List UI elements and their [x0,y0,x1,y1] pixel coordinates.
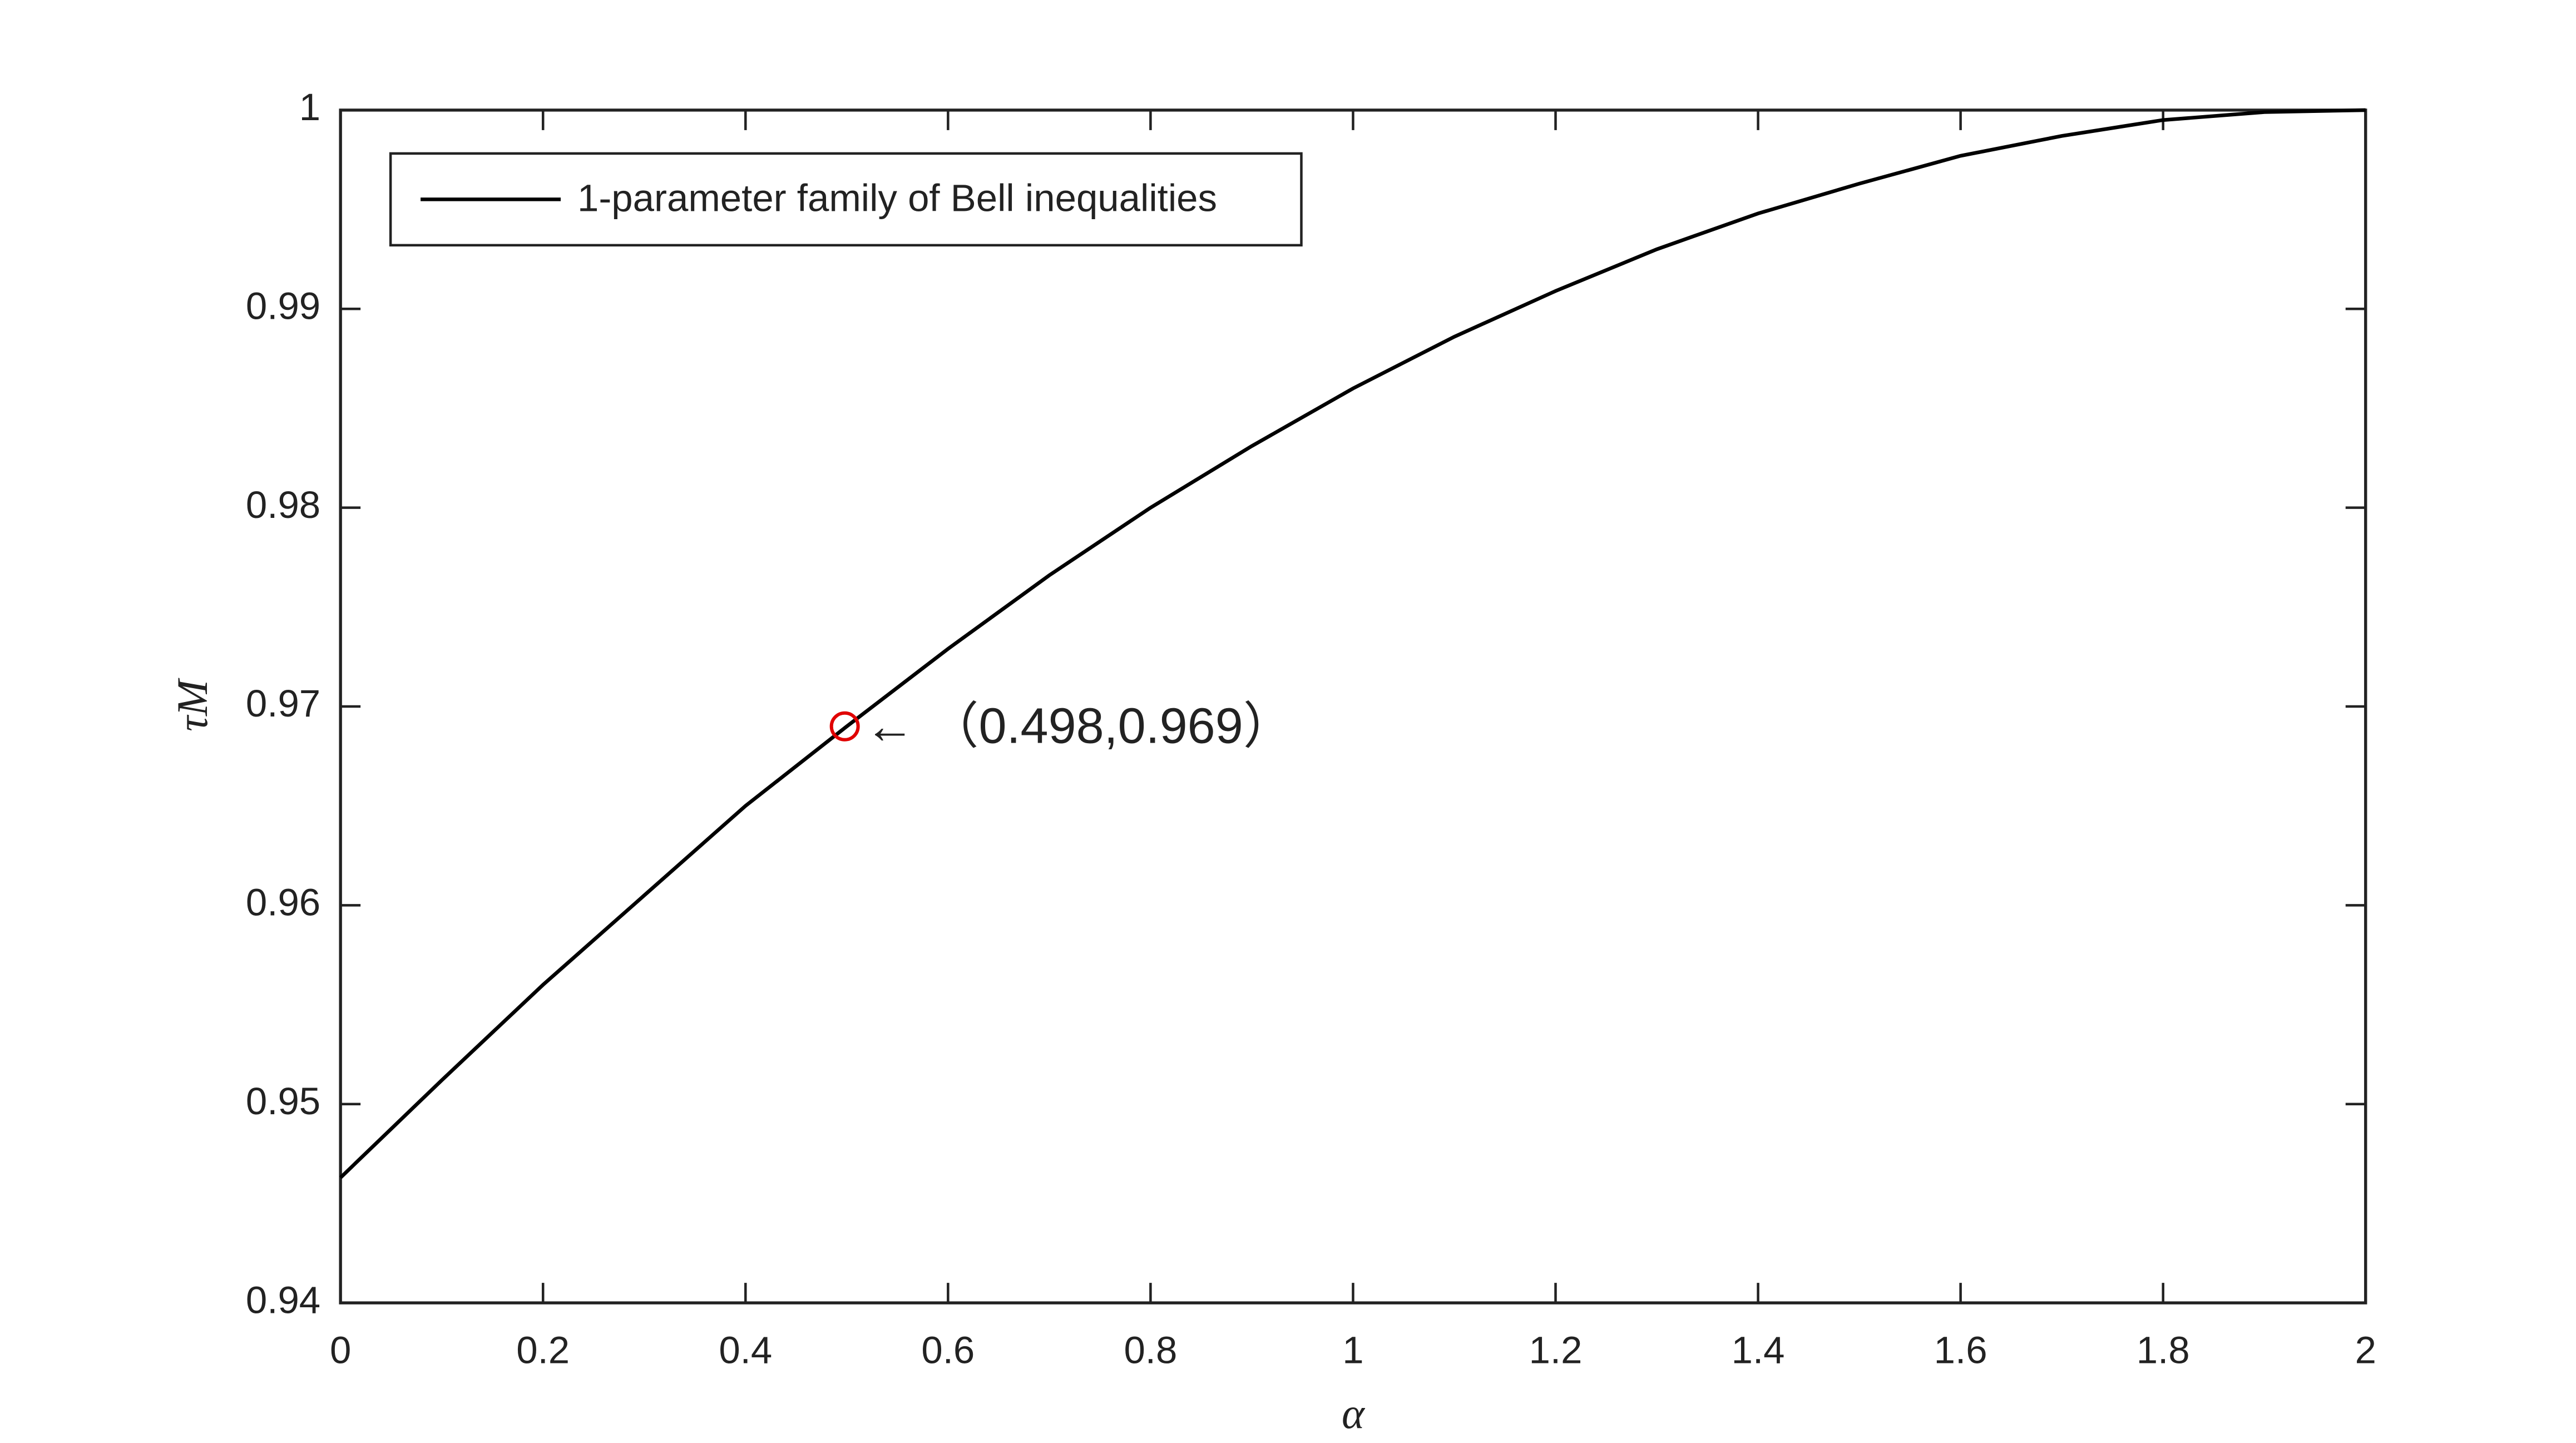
x-axis-label: α [1342,1390,1366,1437]
annotation-point [829,711,860,742]
y-tick-label: 0.95 [246,1080,320,1123]
x-tick-label: 0.8 [1124,1328,1177,1371]
data-line [339,108,2366,1179]
plot-frame [339,108,2367,1304]
y-tick-label: 0.99 [246,285,320,328]
legend-label: 1-parameter family of Bell inequalities [577,177,1217,220]
x-tick-label: 0.2 [516,1328,570,1371]
y-tick-label: 0.97 [246,682,320,725]
x-tick-label: 1.4 [1732,1328,1785,1371]
y-axis-label: τM [169,678,216,732]
annotation-text: ← （0.498,0.969） [865,699,1293,754]
y-tick-label: 0.96 [246,881,320,924]
y-tick-label: 0.94 [246,1278,320,1321]
x-tick-label: 0.4 [719,1328,772,1371]
x-tick-label: 2 [2355,1328,2376,1371]
y-tick-label: 1 [299,86,320,129]
x-tick-label: 0 [330,1328,351,1371]
x-tick-label: 1.2 [1529,1328,1583,1371]
y-tick-label: 0.98 [246,483,320,526]
x-tick-label: 1 [1342,1328,1363,1371]
x-tick-label: 1.8 [2137,1328,2190,1371]
x-tick-label: 0.6 [921,1328,975,1371]
x-tick-label: 1.6 [1934,1328,1987,1371]
